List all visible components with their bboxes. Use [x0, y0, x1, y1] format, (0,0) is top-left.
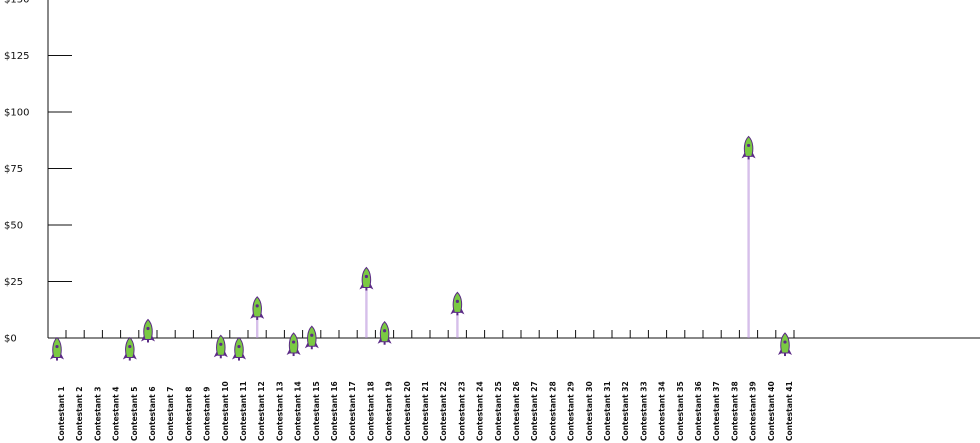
rocket-nozzle [219, 355, 222, 359]
x-tick-label: Contestant 9 [203, 386, 212, 441]
rocket-marker-layer [50, 135, 792, 361]
rocket-window [455, 299, 459, 303]
y-tick-label: $150 [4, 0, 29, 6]
rocket-trail [456, 314, 459, 338]
x-tick-label: Contestant 11 [239, 381, 248, 441]
x-tick-label: Contestant 38 [730, 381, 739, 441]
x-tick-label: Contestant 7 [166, 386, 175, 441]
rocket-nozzle [747, 156, 750, 160]
y-tick-label: $125 [4, 51, 29, 62]
rocket-nozzle [292, 353, 295, 357]
rocket-nozzle [365, 287, 368, 291]
x-tick-label: Contestant 13 [275, 381, 284, 441]
x-tick-label: Contestant 14 [294, 381, 303, 441]
rocket-nozzle [456, 312, 459, 316]
rocket-window [128, 344, 132, 349]
x-tick-label: Contestant 8 [184, 386, 193, 441]
y-tick-label: $25 [4, 277, 23, 288]
rocket-marker [232, 336, 246, 361]
x-tick-label: Contestant 3 [93, 386, 102, 441]
rocket-window [55, 344, 59, 349]
x-tick-label: Contestant 23 [457, 381, 466, 441]
x-tick-label: Contestant 2 [75, 386, 84, 441]
rocket-marker [741, 135, 756, 160]
x-tick-label: Contestant 36 [694, 381, 703, 441]
rocket-marker [250, 296, 265, 320]
x-tick-label: Contestant 29 [567, 381, 576, 441]
x-tick-label: Contestant 15 [312, 381, 321, 441]
y-tick-label: $75 [4, 164, 23, 175]
rocket-nozzle [383, 341, 386, 345]
x-tick-label: Contestant 34 [658, 381, 667, 441]
rocket-marker [359, 266, 374, 291]
x-tick-label: Contestant 24 [476, 381, 485, 441]
rocket-window [292, 340, 296, 344]
y-tick-label: $0 [4, 334, 17, 345]
x-tick-label: Contestant 27 [530, 381, 539, 441]
x-tick-label: Contestant 4 [112, 386, 121, 441]
rocket-marker [213, 334, 228, 359]
x-tick-label: Contestant 30 [585, 381, 594, 441]
rocket-marker [122, 336, 137, 361]
rocket-nozzle [56, 357, 58, 361]
rocket-nozzle [147, 339, 149, 343]
rocket-nozzle [128, 357, 131, 361]
rocket-marker [778, 332, 792, 357]
x-tick-label: Contestant 6 [148, 386, 157, 441]
rocket-window [364, 274, 368, 279]
x-tick-label: Contestant 12 [257, 381, 266, 441]
trail-layer [256, 158, 750, 338]
x-axis: Contestant 1 Contestant 2 Contestant 3 Cont… [48, 330, 980, 441]
x-tick-label: Contestant 19 [385, 381, 394, 441]
x-tick-label: Contestant 16 [330, 381, 339, 441]
y-tick-label: $100 [4, 108, 29, 119]
x-tick-label: Contestant 40 [767, 381, 776, 441]
x-tick-label: Contestant 17 [348, 381, 357, 441]
rocket-marker [286, 332, 301, 357]
x-tick-label: Contestant 22 [439, 381, 448, 441]
rocket-trail [256, 318, 259, 338]
rocket-nozzle [784, 353, 786, 357]
rocket-nozzle [238, 357, 240, 361]
x-tick-label: Contestant 20 [403, 381, 412, 441]
x-tick-label: Contestant 39 [749, 381, 758, 441]
x-tick-label: Contestant 26 [512, 381, 521, 441]
rocket-marker [450, 291, 465, 316]
y-axis: $0 $25 $50 $75 $100 $125 $150 [4, 0, 72, 345]
x-tick-label: Contestant 5 [130, 386, 139, 441]
x-tick-label: Contestant 10 [221, 381, 230, 441]
rocket-window [219, 342, 223, 346]
rocket-nozzle [310, 346, 313, 350]
x-tick-label: Contestant 33 [639, 381, 648, 441]
y-tick-label: $50 [4, 221, 23, 232]
rocket-window [783, 340, 787, 344]
rocket-trail [747, 158, 750, 338]
rocket-marker [141, 318, 155, 343]
x-tick-label: Contestant 41 [785, 381, 794, 441]
x-tick-label: Contestant 18 [366, 381, 375, 441]
rocket-window [747, 143, 751, 148]
rocket-nozzle [256, 316, 259, 320]
rocket-marker [377, 321, 392, 345]
x-tick-label: Contestant 37 [712, 381, 721, 441]
rocket-window [237, 344, 241, 349]
x-tick-label: Contestant 25 [494, 381, 503, 441]
rocket-window [383, 329, 387, 333]
rocket-marker [304, 325, 319, 350]
rocket-marker [50, 336, 64, 361]
x-tick-label: Contestant 1 [57, 386, 66, 441]
x-tick-label: Contestant 32 [621, 381, 630, 441]
rocket-window [255, 304, 259, 308]
rocket-window [146, 326, 150, 331]
x-tick-label: Contestant 21 [421, 381, 430, 441]
rocket-trail [365, 289, 368, 338]
rocket-window [310, 333, 314, 337]
x-tick-label: Contestant 31 [603, 381, 612, 441]
x-tick-label: Contestant 28 [548, 381, 557, 441]
x-tick-label: Contestant 35 [676, 381, 685, 441]
